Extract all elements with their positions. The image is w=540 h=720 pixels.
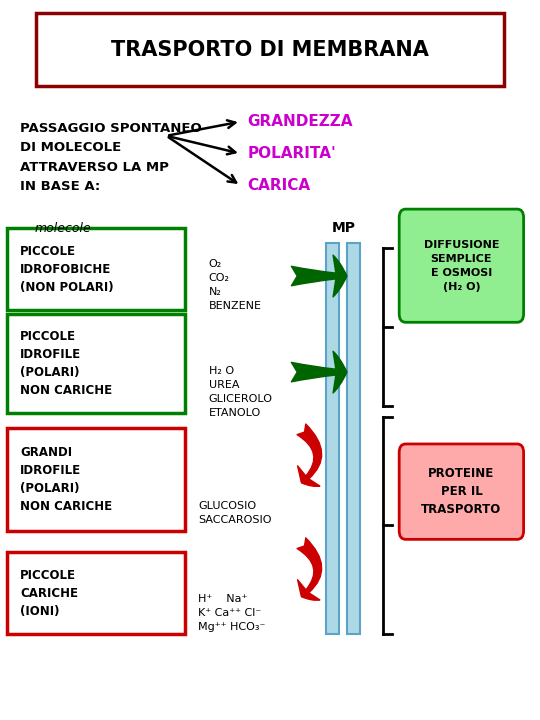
Text: POLARITA': POLARITA' [248, 146, 336, 161]
FancyBboxPatch shape [36, 14, 504, 86]
Text: PICCOLE
CARICHE
(IONI): PICCOLE CARICHE (IONI) [20, 569, 78, 618]
Text: H₂ O
UREA
GLICEROLO
ETANOLO: H₂ O UREA GLICEROLO ETANOLO [209, 366, 273, 418]
Text: GLUCOSIO
SACCAROSIO: GLUCOSIO SACCAROSIO [198, 501, 272, 525]
Text: PICCOLE
IDROFILE
(POLARI)
NON CARICHE: PICCOLE IDROFILE (POLARI) NON CARICHE [20, 330, 112, 397]
Bar [347, 243, 360, 634]
Text: GRANDEZZA: GRANDEZZA [248, 114, 353, 129]
FancyBboxPatch shape [7, 228, 185, 310]
Text: PICCOLE
IDROFOBICHE
(NON POLARI): PICCOLE IDROFOBICHE (NON POLARI) [20, 245, 114, 294]
Text: CARICA: CARICA [248, 178, 311, 193]
Text: TRASPORTO DI MEMBRANA: TRASPORTO DI MEMBRANA [111, 40, 429, 60]
Text: DIFFUSIONE
SEMPLICE
E OSMOSI
(H₂ O): DIFFUSIONE SEMPLICE E OSMOSI (H₂ O) [424, 240, 499, 292]
FancyBboxPatch shape [399, 209, 524, 323]
Text: molecole: molecole [34, 222, 91, 235]
FancyBboxPatch shape [399, 444, 524, 539]
Text: O₂
CO₂
N₂
BENZENE: O₂ CO₂ N₂ BENZENE [209, 259, 262, 311]
Text: GRANDI
IDROFILE
(POLARI)
NON CARICHE: GRANDI IDROFILE (POLARI) NON CARICHE [20, 446, 112, 513]
Text: H⁺    Na⁺
K⁺ Ca⁺⁺ Cl⁻
Mg⁺⁺ HCO₃⁻: H⁺ Na⁺ K⁺ Ca⁺⁺ Cl⁻ Mg⁺⁺ HCO₃⁻ [198, 594, 266, 631]
FancyBboxPatch shape [7, 552, 185, 634]
FancyBboxPatch shape [7, 314, 185, 413]
Bar [326, 243, 339, 634]
Text: PASSAGGIO SPONTANEO
DI MOLECOLE
ATTRAVERSO LA MP
IN BASE A:: PASSAGGIO SPONTANEO DI MOLECOLE ATTRAVER… [20, 122, 202, 193]
Text: PROTEINE
PER IL
TRASPORTO: PROTEINE PER IL TRASPORTO [421, 467, 502, 516]
FancyBboxPatch shape [7, 428, 185, 531]
Text: MP: MP [332, 222, 355, 235]
